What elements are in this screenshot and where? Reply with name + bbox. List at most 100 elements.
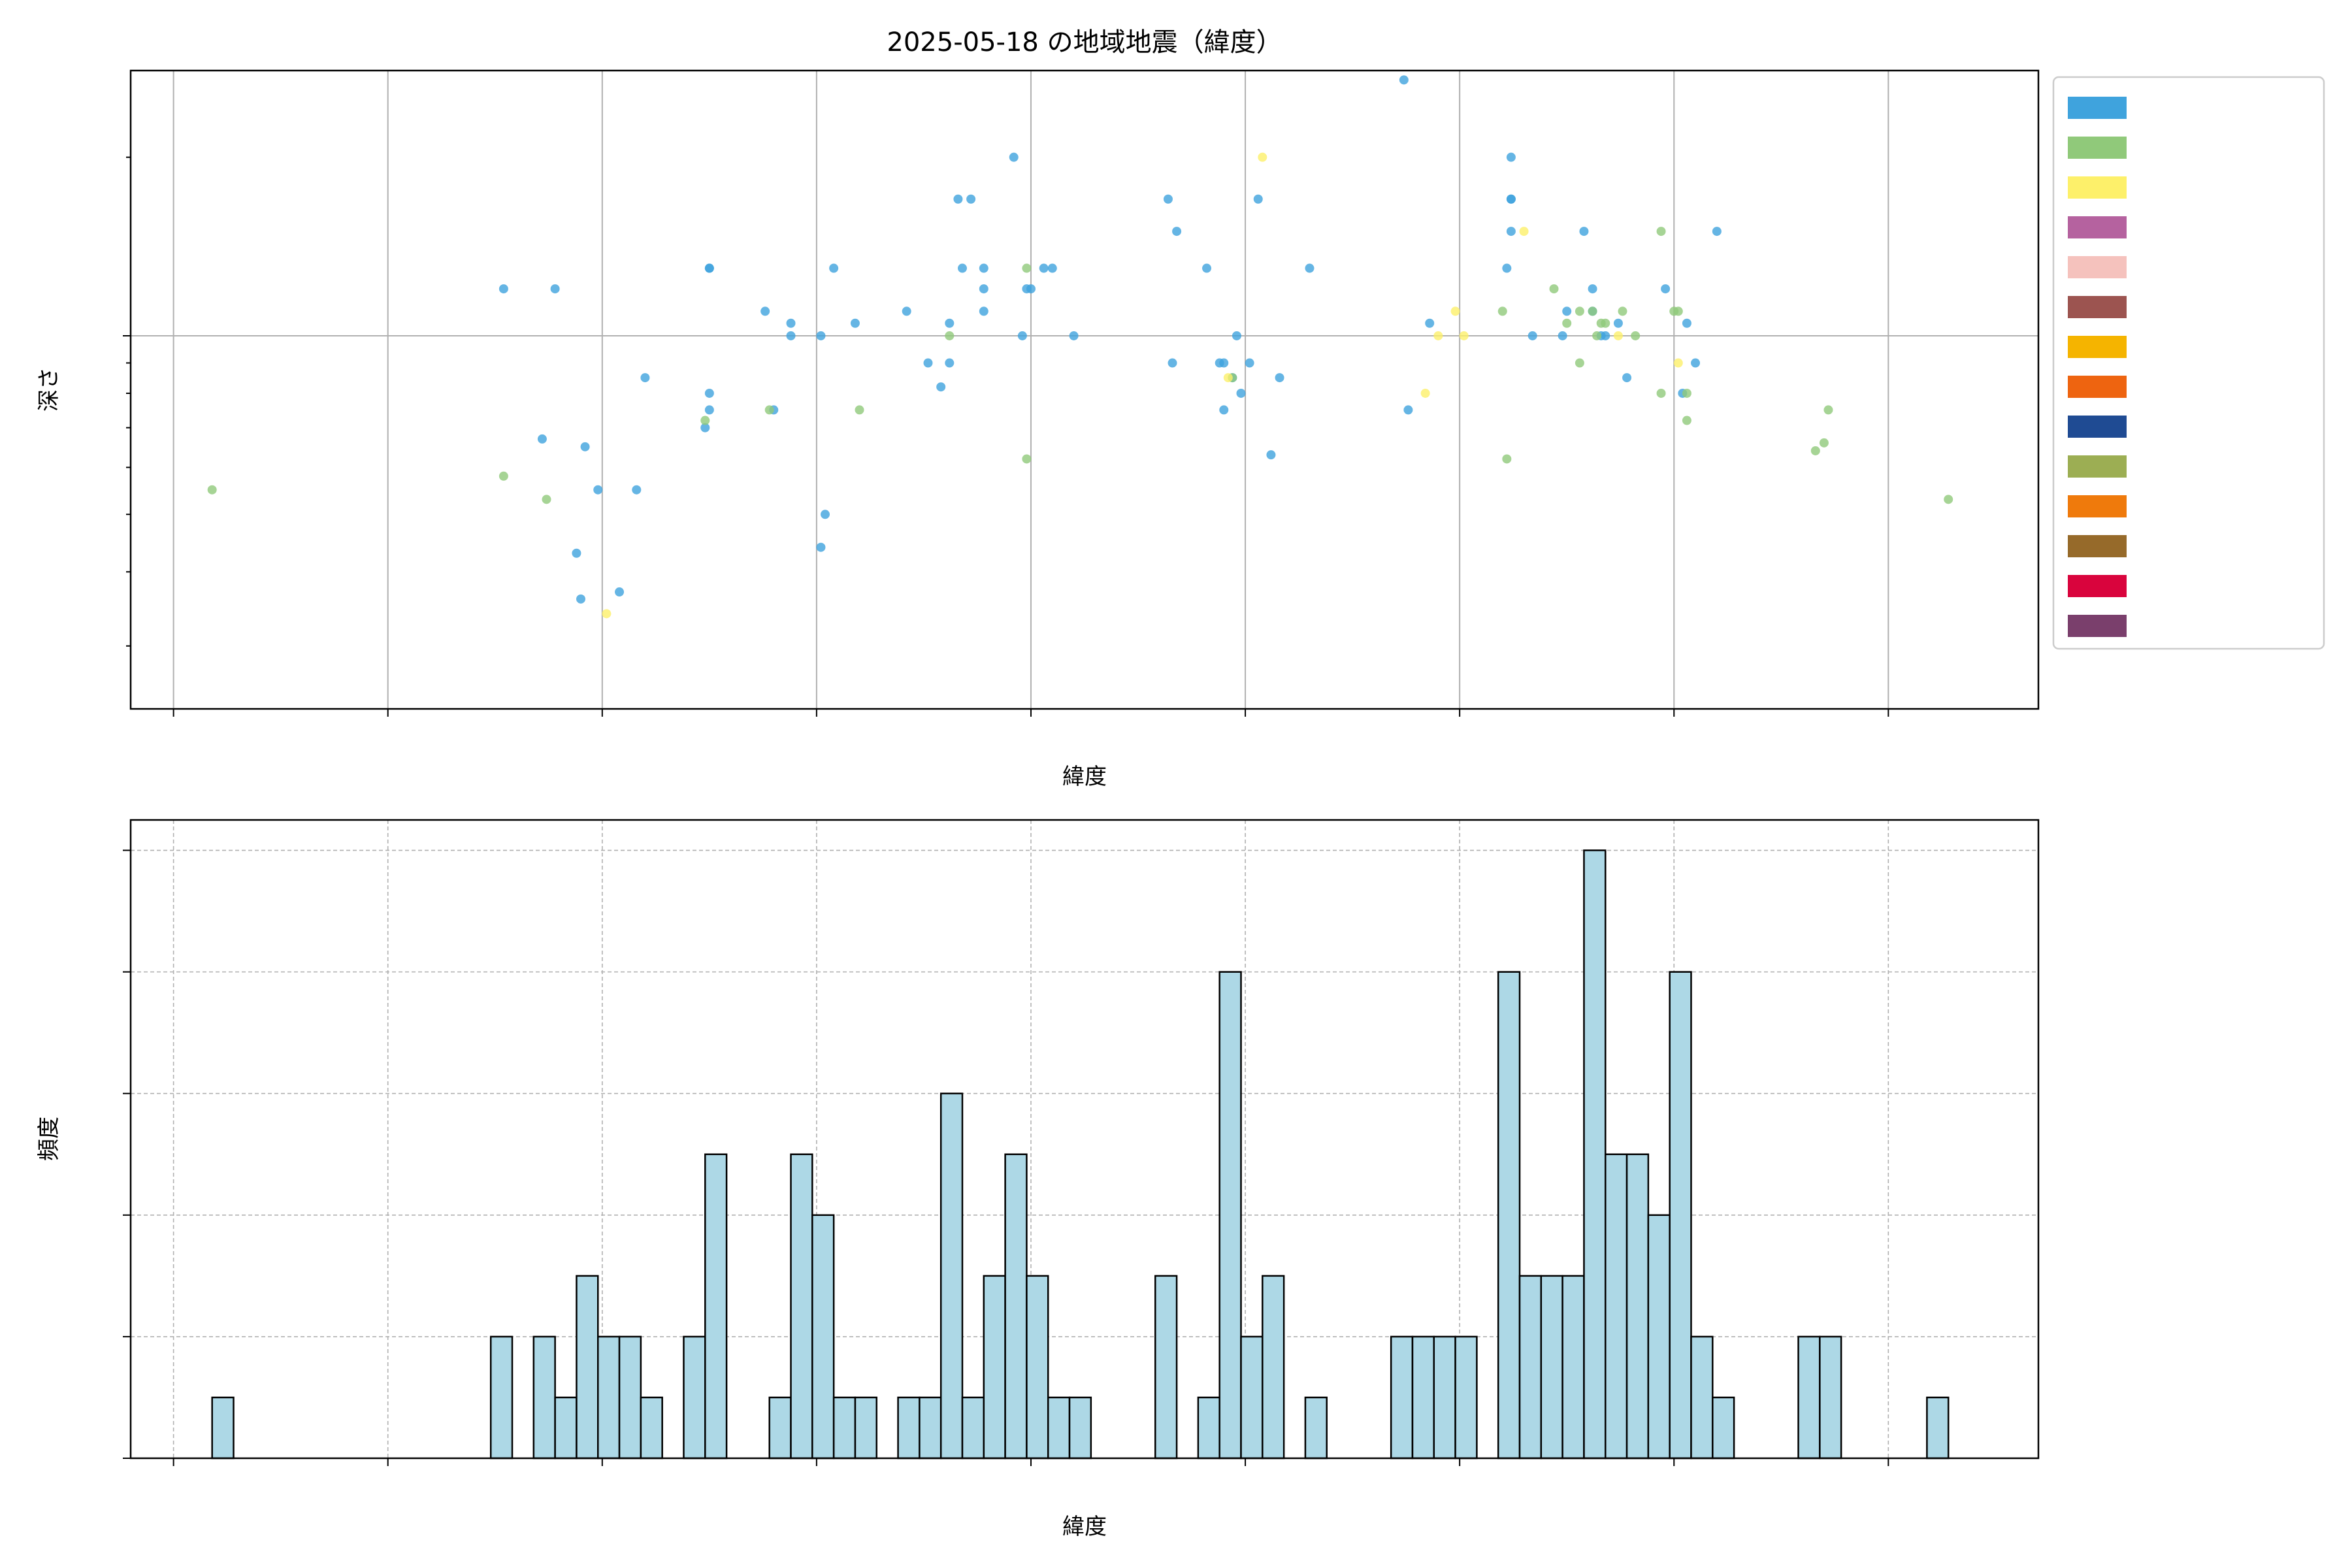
histogram-bar — [1240, 1335, 1264, 1460]
scatter-point — [979, 306, 988, 316]
histogram-bar — [983, 1275, 1006, 1460]
histogram-bar — [1605, 1153, 1628, 1460]
scatter-point — [1562, 306, 1572, 316]
histogram-bar — [618, 1335, 642, 1460]
scatter-point — [923, 358, 933, 368]
scatter-plot-frame — [129, 69, 2040, 710]
histogram-bar — [1433, 1335, 1456, 1460]
histogram-bar — [832, 1396, 857, 1460]
histogram-bar — [211, 1396, 235, 1460]
scatter-point — [1497, 306, 1507, 316]
scatter-point — [1245, 358, 1254, 368]
scatter-point — [1236, 388, 1246, 398]
scatter-point — [1575, 358, 1584, 368]
scatter-point — [1172, 227, 1182, 237]
scatter-point — [1047, 263, 1057, 273]
scatter-point — [979, 284, 988, 294]
scatter-point — [704, 263, 714, 273]
scatter-point — [1022, 454, 1032, 464]
scatter-point — [550, 284, 560, 294]
histogram-plot-frame — [129, 819, 2040, 1460]
histogram-bar — [790, 1153, 813, 1460]
histogram-bar — [961, 1396, 985, 1460]
scatter-point — [207, 485, 217, 495]
scatter-point — [1661, 284, 1671, 294]
histogram-bar — [811, 1214, 835, 1460]
legend-swatch — [2068, 216, 2127, 238]
scatter-point — [1425, 318, 1435, 328]
scatter-point — [1253, 194, 1263, 204]
scatter-point — [1712, 227, 1722, 237]
scatter-point — [1588, 284, 1597, 294]
legend-swatch — [2068, 495, 2127, 517]
scatter-point — [498, 471, 508, 481]
histogram-bar — [489, 1335, 514, 1460]
legend-swatch — [2068, 575, 2127, 597]
scatter-point — [1502, 454, 1512, 464]
scatter-point — [640, 373, 650, 383]
scatter-point — [1069, 331, 1079, 340]
histogram-bar — [919, 1396, 942, 1460]
scatter-point — [760, 306, 770, 316]
scatter-point — [1622, 373, 1632, 383]
scatter-point — [1588, 306, 1597, 316]
scatter-point — [1026, 284, 1036, 294]
scatter-point — [580, 442, 590, 451]
histogram-bar — [1197, 1396, 1220, 1460]
scatter-point — [1506, 194, 1516, 204]
scatter-point — [1506, 227, 1516, 237]
scatter-point — [1819, 438, 1829, 448]
scatter-point — [1682, 318, 1691, 328]
scatter-point — [1656, 388, 1666, 398]
scatter-point — [1944, 495, 1953, 504]
scatter-point — [1506, 152, 1516, 162]
scatter-point — [850, 318, 860, 328]
scatter-point — [1682, 416, 1691, 425]
histogram-bar — [1004, 1153, 1028, 1460]
legend-frame — [2052, 76, 2325, 650]
histogram-bar — [1390, 1335, 1414, 1460]
scatter-point — [1420, 388, 1430, 398]
scatter-point — [1823, 405, 1833, 415]
histogram-bar — [854, 1396, 878, 1460]
scatter-y-ticks — [123, 156, 131, 647]
scatter-point — [902, 306, 911, 316]
histogram-bar — [532, 1335, 556, 1460]
histogram-bar — [596, 1335, 621, 1460]
legend-swatch — [2068, 416, 2127, 438]
histogram-panel: 緯度 頻度 — [36, 819, 2040, 1540]
scatter-point — [1433, 331, 1443, 340]
scatter-point — [764, 405, 774, 415]
histogram-bar — [1561, 1275, 1585, 1460]
scatter-point — [1673, 306, 1683, 316]
legend-swatch — [2068, 296, 2127, 318]
scatter-point — [704, 388, 714, 398]
histogram-bar — [683, 1335, 706, 1460]
histogram-x-axis-label: 緯度 — [1062, 1514, 1107, 1540]
scatter-point — [786, 318, 796, 328]
scatter-point — [1202, 263, 1212, 273]
scatter-point — [1673, 358, 1683, 368]
histogram-bar — [939, 1092, 964, 1460]
scatter-point — [1275, 373, 1284, 383]
scatter-point — [704, 405, 714, 415]
histogram-bar — [1583, 849, 1607, 1460]
scatter-point — [498, 284, 508, 294]
scatter-point — [1519, 227, 1529, 237]
histogram-x-ticks — [172, 1458, 1889, 1466]
histogram-bar — [1047, 1396, 1071, 1460]
histogram-bar — [1797, 1335, 1821, 1460]
scatter-point — [816, 331, 826, 340]
scatter-point — [1682, 388, 1691, 398]
histogram-bar — [1819, 1335, 1842, 1460]
chart-title: 2025-05-18 の地域地震（緯度） — [887, 27, 1282, 57]
scatter-point — [1305, 263, 1315, 273]
histogram-bar — [768, 1396, 792, 1460]
scatter-point — [1009, 152, 1019, 162]
scatter-point — [816, 542, 826, 552]
scatter-point — [966, 194, 976, 204]
scatter-point — [1399, 75, 1409, 85]
scatter-point — [786, 331, 796, 340]
legend-swatch — [2068, 376, 2127, 398]
scatter-point — [632, 485, 642, 495]
